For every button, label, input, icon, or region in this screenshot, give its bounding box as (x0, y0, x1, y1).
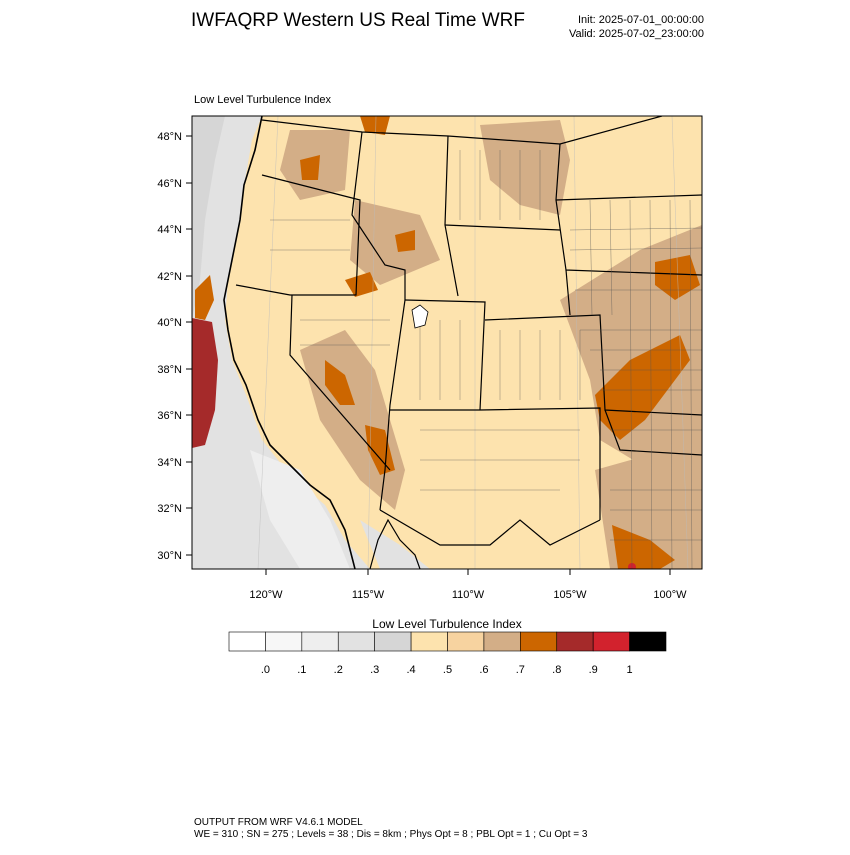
lon-label: 110°W (452, 589, 485, 601)
valid-time: Valid: 2025-07-02_23:00:00 (569, 28, 704, 40)
lat-label: 48°N (157, 131, 182, 143)
colorbar-tick-label: .2 (334, 664, 343, 676)
ocean-low-values-2 (192, 116, 225, 320)
colorbar-box (592, 631, 630, 652)
colorbar-box (447, 631, 485, 652)
lat-label: 44°N (157, 224, 182, 236)
colorbar-tick-label: .3 (370, 664, 379, 676)
colorbar-tick-label: .4 (406, 664, 415, 676)
lat-label: 38°N (157, 364, 182, 376)
colorbar-tick-label: 1 (627, 664, 633, 676)
colorbar-box (301, 631, 339, 652)
great-salt-lake (411, 304, 429, 329)
nevada-high (325, 360, 355, 405)
plains-high (595, 335, 690, 440)
page-title: IWFAQRP Western US Real Time WRF (191, 10, 525, 31)
lon-label: 105°W (553, 589, 587, 601)
colorbar-ticks: .0 .1 .2 .3 .4 .5 .6 .7 .8 .9 1 (261, 664, 633, 676)
lon-label: 100°W (653, 589, 687, 601)
colorbar-box (337, 631, 375, 652)
colorbar-tick-label: .9 (589, 664, 598, 676)
lat-label: 42°N (157, 271, 182, 283)
init-time: Init: 2025-07-01_00:00:00 (578, 14, 704, 26)
canada-high (360, 116, 390, 135)
nebraska-high (655, 255, 700, 300)
state-boundaries (235, 116, 702, 546)
coastal-high (195, 275, 214, 320)
colorbar-box (520, 631, 558, 652)
colorbar-box (374, 631, 412, 652)
colorbar (228, 631, 667, 652)
coastline (223, 116, 356, 569)
ocean-low-values-3 (250, 450, 350, 569)
lat-label: 34°N (157, 457, 182, 469)
county-lines (270, 150, 702, 569)
colorbar-box (265, 631, 303, 652)
map-frame (191, 115, 703, 570)
gulf-low-values (360, 520, 430, 569)
lon-label: 120°W (249, 589, 283, 601)
lat-label: 40°N (157, 317, 182, 329)
lat-axis: 48°N 46°N 44°N 42°N 40°N 38°N 36°N 34°N … (157, 131, 192, 562)
lat-label: 30°N (157, 550, 182, 562)
map-subtitle: Low Level Turbulence Index (194, 94, 331, 106)
washington-high (300, 155, 320, 180)
coastal-very-high (192, 318, 218, 448)
lon-axis: 120°W 115°W 110°W 105°W 100°W (249, 569, 687, 601)
colorbar-tick-label: .6 (479, 664, 488, 676)
colorbar-tick-label: .8 (552, 664, 561, 676)
baja-coast (369, 518, 421, 569)
colorbar-tick-label: .1 (297, 664, 306, 676)
texas-high (612, 525, 675, 569)
colorbar-box (410, 631, 448, 652)
lat-label: 32°N (157, 503, 182, 515)
model-info-line1: OUTPUT FROM WRF V4.6.1 MODEL (194, 817, 363, 828)
colorbar-tick-label: .0 (261, 664, 270, 676)
colorbar-tick-label: .5 (443, 664, 452, 676)
turbulence-field (192, 116, 702, 569)
graticule (257, 116, 689, 569)
colorbar-tick-label: .7 (516, 664, 525, 676)
idaho-wyoming-moderate (350, 200, 440, 285)
montana-moderate (480, 120, 570, 215)
ocean-low-values (192, 116, 370, 569)
colorbar-box (629, 631, 667, 652)
colorbar-box (228, 631, 266, 652)
idaho-high (345, 272, 378, 297)
lon-label: 115°W (352, 589, 385, 601)
model-info-line2: WE = 310 ; SN = 275 ; Levels = 38 ; Dis … (194, 829, 588, 840)
wyoming-high (395, 230, 415, 252)
lat-label: 36°N (157, 410, 182, 422)
colorbar-title: Low Level Turbulence Index (372, 617, 521, 631)
colorbar-box (556, 631, 594, 652)
lat-label: 46°N (157, 178, 182, 190)
arizona-high (365, 425, 395, 475)
colorbar-box (483, 631, 521, 652)
